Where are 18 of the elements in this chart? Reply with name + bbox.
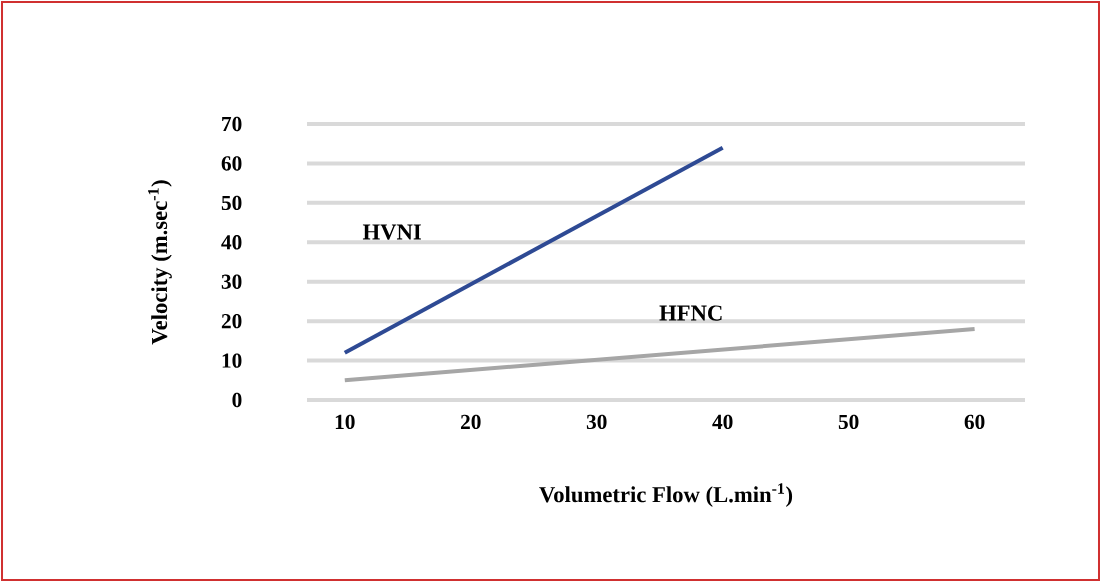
x-tick-label: 50 bbox=[838, 414, 859, 430]
x-tick-label: 60 bbox=[964, 414, 985, 430]
text: HVNI bbox=[362, 224, 421, 240]
y-tick-label: 70 bbox=[222, 116, 242, 132]
x-axis-title: Volumetric Flow (L.min$^{-1}$) bbox=[539, 483, 793, 507]
series-label: HFNC bbox=[659, 305, 722, 321]
y-tick-label: 10 bbox=[222, 353, 242, 368]
x-tick-label: 30 bbox=[586, 414, 607, 430]
y-tick-label: 50 bbox=[221, 195, 242, 211]
y-tick-label: 40 bbox=[221, 235, 242, 250]
x-tick-label: 10 bbox=[335, 414, 355, 430]
y-tick-label: 60 bbox=[221, 156, 242, 171]
y-tick-label: 0 bbox=[232, 392, 242, 408]
x-tick-label: 40 bbox=[712, 414, 733, 430]
y-tick-label: 20 bbox=[221, 313, 242, 329]
y-tick-label: 30 bbox=[221, 274, 242, 289]
x-tick-label: 20 bbox=[460, 414, 481, 430]
y-axis-title: Velocity (m.sec$^{-1}$) bbox=[148, 180, 172, 345]
